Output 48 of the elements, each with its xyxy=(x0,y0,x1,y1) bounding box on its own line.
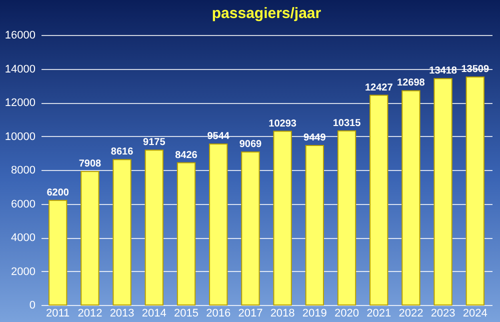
x-tick-label: 2012 xyxy=(78,308,102,320)
bar xyxy=(434,78,452,306)
chart-title: passagiers/jaar xyxy=(212,5,322,22)
x-tick-label: 2021 xyxy=(366,308,392,320)
x-tick-label: 2022 xyxy=(398,308,424,320)
x-tick-label: 2024 xyxy=(462,308,488,320)
x-tick-label: 2019 xyxy=(302,308,327,320)
bar xyxy=(305,145,324,306)
y-tick-label: 10000 xyxy=(4,130,36,143)
bar xyxy=(176,162,196,306)
x-tick-label: 2014 xyxy=(142,308,166,320)
bar xyxy=(144,150,164,306)
y-tick-label: 0 xyxy=(29,300,36,312)
data-label: 12427 xyxy=(364,82,394,94)
x-tick-label: 2020 xyxy=(334,308,359,320)
bar xyxy=(466,76,484,306)
y-tick-label: 2000 xyxy=(11,266,36,278)
bar xyxy=(370,94,388,306)
data-label: 7908 xyxy=(78,158,102,170)
data-label: 6200 xyxy=(46,187,70,198)
y-tick-label: 12000 xyxy=(4,97,36,109)
bar xyxy=(402,90,420,306)
bar xyxy=(337,130,356,306)
data-label: 12698 xyxy=(397,78,426,89)
x-tick-label: 2011 xyxy=(46,308,70,320)
y-tick-label: 14000 xyxy=(4,63,36,76)
y-tick-label: 4000 xyxy=(11,232,36,244)
bar xyxy=(80,171,100,306)
y-tick-label: 16000 xyxy=(4,30,36,42)
data-label: 8616 xyxy=(110,146,134,158)
data-label: 10315 xyxy=(332,118,362,129)
bar xyxy=(273,130,292,306)
x-tick-label: 2013 xyxy=(110,308,134,320)
bar xyxy=(241,151,260,306)
bar xyxy=(112,159,132,306)
data-label: 8426 xyxy=(175,150,198,161)
x-tick-label: 2023 xyxy=(430,308,456,320)
y-tick-label: 8000 xyxy=(11,164,36,176)
x-tick-label: 2016 xyxy=(206,308,231,320)
x-tick-label: 2017 xyxy=(238,308,263,320)
data-label: 9069 xyxy=(239,138,262,150)
y-tick-label: 6000 xyxy=(11,198,36,210)
data-label: 10293 xyxy=(268,118,297,130)
x-tick-label: 2015 xyxy=(174,308,198,320)
x-tick-label: 2018 xyxy=(270,308,295,320)
bar xyxy=(48,200,68,306)
data-label: 9175 xyxy=(143,137,166,148)
bar xyxy=(209,143,228,306)
